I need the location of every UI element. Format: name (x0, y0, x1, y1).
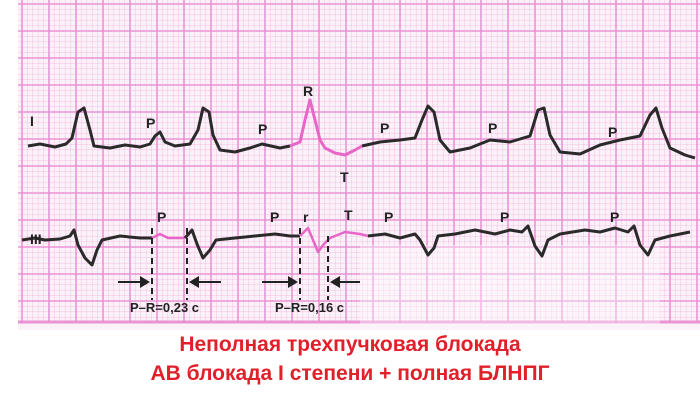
lead-1-trace (27, 106, 291, 154)
wave-label: P (146, 115, 155, 131)
caption-line-2: АВ блокада I степени + полная БЛНПГ (150, 362, 550, 385)
wave-label: T (344, 207, 353, 223)
lead-3-trace-2 (183, 228, 300, 260)
caption-line-1: Неполная трехпучковая блокада (179, 333, 521, 356)
wave-label: P (157, 209, 166, 225)
wave-label: r (303, 209, 309, 225)
ecg-strip: I III P P R T P P P P P r T P P P P–R=0,… (18, 0, 700, 330)
interval-markers (151, 228, 329, 300)
lead-3-highlight-trace (151, 232, 185, 240)
lead-1-trace-2 (361, 104, 696, 160)
lead-3-highlight-trace-2 (299, 226, 369, 254)
lead-1-label: I (30, 113, 34, 129)
wave-label: R (303, 83, 313, 99)
lead-1-highlight-trace (289, 98, 363, 157)
lead-3-trace-3 (367, 224, 691, 258)
wave-label: P (608, 124, 617, 140)
wave-label: T (340, 169, 349, 185)
wave-label: P (500, 209, 509, 225)
wave-label: P (610, 209, 619, 225)
ecg-grid (18, 0, 700, 324)
lead-3-label: III (30, 231, 42, 247)
pr-interval-label-1: P–R=0,23 c (130, 300, 199, 315)
wave-label: P (258, 121, 267, 137)
interval-arrows (118, 276, 360, 288)
wave-label: P (488, 120, 497, 136)
pr-interval-label-2: P–R=0,16 c (275, 300, 344, 315)
lead-3-trace (21, 228, 152, 267)
wave-label: P (380, 120, 389, 136)
wave-label: P (270, 209, 279, 225)
wave-label: P (384, 209, 393, 225)
